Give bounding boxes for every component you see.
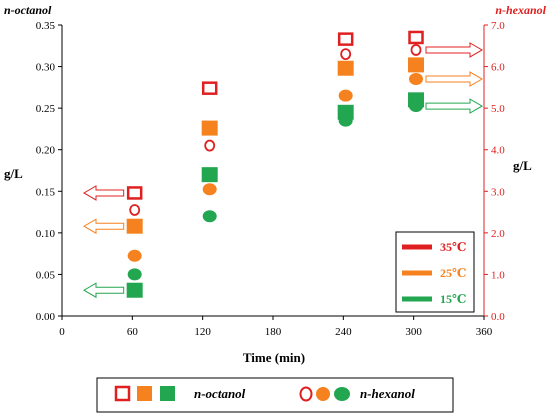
y-right-tick-label: 0.0: [491, 311, 505, 323]
legend-label-25: 25℃: [440, 266, 466, 280]
y-left-tick-label: 0.15: [36, 186, 56, 198]
data-point-circle-open: [204, 139, 216, 152]
y-right-tick-label: 4.0: [491, 145, 505, 157]
legend-label-15: 15℃: [440, 292, 466, 306]
right-axis-title: n-hexanol: [495, 3, 546, 17]
legend-hexanol-15-marker: [334, 387, 350, 401]
data-point-square: [408, 57, 425, 73]
left-axis-arrow: [83, 218, 125, 235]
legend-hexanol-25-marker: [316, 387, 330, 401]
y-left-tick-label: 0.20: [36, 145, 56, 157]
data-point-square: [337, 60, 354, 76]
left-axis-title-text: n-octanol: [4, 3, 52, 17]
y-right-tick-label: 5.0: [491, 103, 505, 115]
y-right-tick-label: 2.0: [491, 228, 505, 240]
data-point-circle-open: [410, 44, 422, 56]
left-axis-title: n-octanol: [4, 3, 52, 17]
y-right-tick-label: 6.0: [491, 62, 505, 74]
data-point-square: [126, 218, 143, 234]
legend-octanol-35-marker: [114, 385, 131, 402]
x-axis-label: Time (min): [243, 350, 305, 365]
data-point-circle: [127, 249, 142, 262]
legend-octanol-label: n-octanol: [194, 386, 246, 401]
axes-layer: 0.00 0.05 0.10 0.15 0.20 0.25 0.30 0.35 0.0 1.0 2.…: [36, 20, 506, 338]
y-right-tick-label: 1.0: [491, 269, 505, 281]
data-point-square: [201, 167, 218, 183]
right-axis-arrow: [425, 98, 483, 114]
left-axis-arrow: [83, 185, 125, 201]
bottom-legend-box: [96, 377, 454, 413]
data-point-square-open: [337, 32, 354, 46]
legend-hexanol-label: n-hexanol: [360, 386, 415, 401]
data-point-square-open: [408, 30, 424, 45]
right-axis-arrow: [425, 71, 483, 87]
left-axis-arrow: [83, 282, 125, 299]
right-axis-title-text: n-hexanol: [495, 3, 546, 17]
data-points: [126, 30, 425, 298]
data-point-square-open: [126, 186, 143, 200]
x-tick-label: 60: [127, 326, 139, 338]
x-tick-label: 300: [405, 326, 422, 338]
data-point-circle: [202, 210, 217, 223]
data-point-circle: [202, 183, 217, 196]
x-tick-label: 240: [335, 326, 352, 338]
data-point-circle: [409, 73, 424, 86]
data-point-circle: [127, 268, 142, 281]
x-tick-label: 180: [265, 326, 282, 338]
data-point-circle-open: [129, 204, 141, 216]
right-axis-arrow: [425, 42, 483, 58]
y-right-label: g/L: [513, 158, 532, 173]
legend-label-35: 35℃: [440, 240, 466, 254]
y-right-tick-label: 7.0: [491, 20, 505, 32]
legend-octanol-25-marker: [137, 386, 152, 401]
y-left-tick-label: 0.35: [36, 20, 56, 32]
axis-arrows: [83, 42, 483, 299]
y-left-tick-label: 0.00: [36, 311, 56, 323]
y-left-tick-label: 0.25: [36, 103, 56, 115]
data-point-square-open: [201, 81, 218, 95]
legend-hexanol-35-marker: [299, 386, 313, 402]
legend-octanol-15-marker: [160, 386, 175, 401]
data-point-circle: [338, 89, 353, 102]
data-point-circle: [409, 100, 424, 113]
x-tick-label: 360: [476, 326, 493, 338]
temperature-legend: 35℃ 25℃ 15℃: [395, 231, 475, 313]
data-point-circle: [338, 114, 353, 127]
y-left-tick-label: 0.05: [36, 269, 56, 281]
data-point-square: [201, 120, 218, 136]
bottom-legend: n-octanol n-hexanol: [96, 377, 454, 413]
data-point-circle-open: [340, 48, 352, 60]
x-tick-label: 0: [59, 326, 65, 338]
y-left-label: g/L: [4, 166, 23, 181]
y-right-tick-label: 3.0: [491, 186, 505, 198]
x-tick-label: 120: [194, 326, 211, 338]
y-left-tick-label: 0.10: [36, 228, 56, 240]
data-point-square: [126, 282, 143, 298]
y-left-tick-label: 0.30: [36, 62, 56, 74]
